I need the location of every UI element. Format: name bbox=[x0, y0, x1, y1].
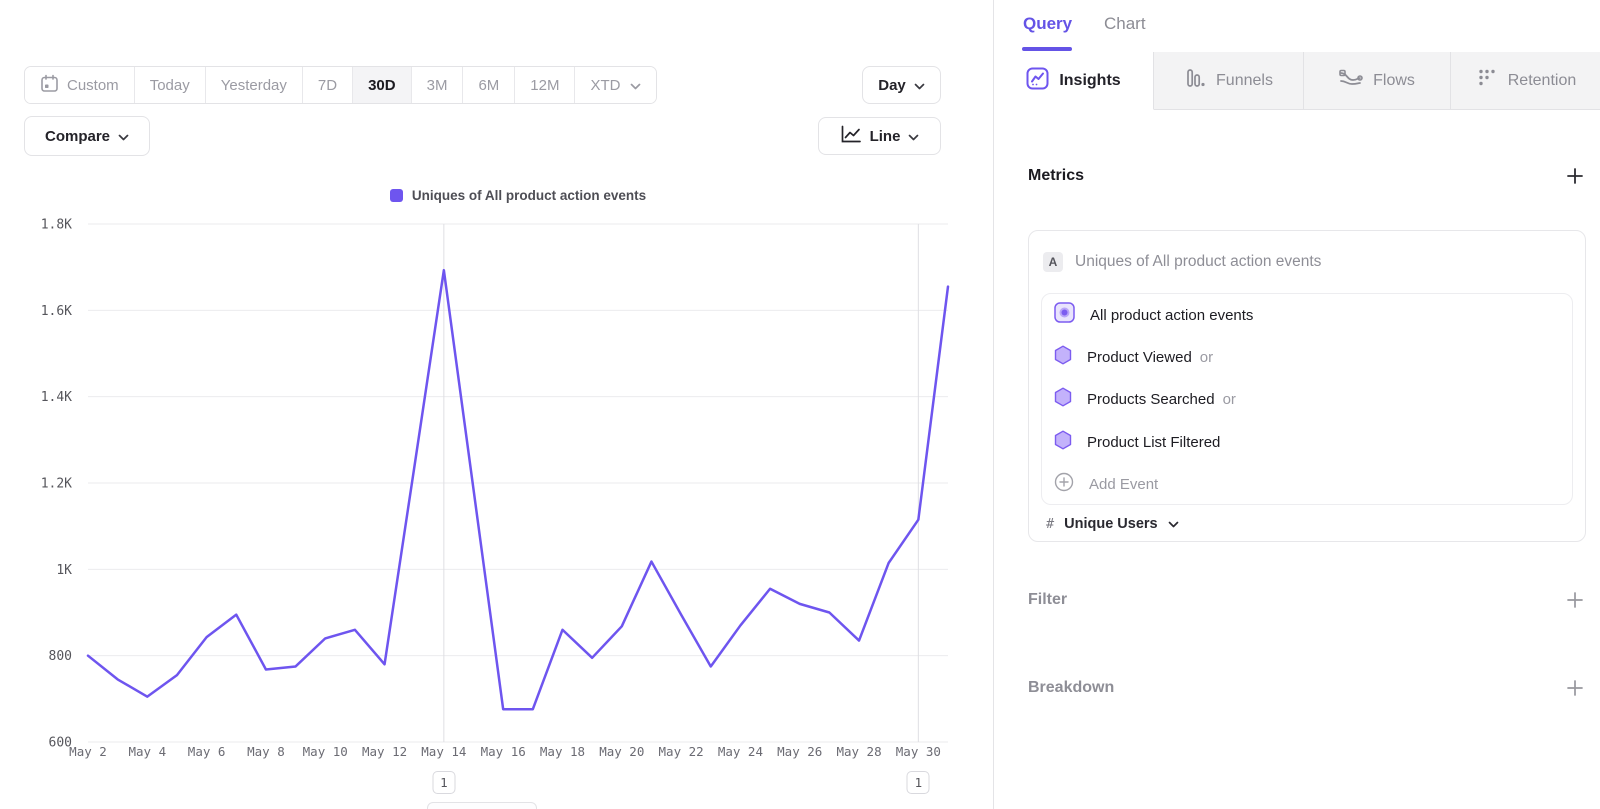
measurement-dropdown[interactable]: # Unique Users bbox=[1029, 505, 1585, 543]
add-event-button[interactable]: Add Event bbox=[1042, 464, 1572, 504]
x-axis-tick: May 16 bbox=[481, 744, 526, 759]
chart-legend: Uniques of All product action events bbox=[88, 188, 948, 203]
event-row-all-product-action-events[interactable]: All product action events bbox=[1042, 294, 1572, 336]
date-range-7d[interactable]: 7D bbox=[302, 67, 354, 103]
x-axis-tick: May 8 bbox=[247, 744, 285, 759]
date-range-6m[interactable]: 6M bbox=[463, 67, 516, 103]
chevron-down-icon bbox=[1168, 515, 1179, 533]
x-axis-tick: May 14 bbox=[421, 744, 466, 759]
tab-flows[interactable]: Flows bbox=[1304, 52, 1451, 109]
metric-series-header[interactable]: A Uniques of All product action events bbox=[1029, 231, 1585, 293]
date-range-3m[interactable]: 3M bbox=[411, 67, 464, 103]
chart-type-dropdown[interactable]: Line bbox=[818, 117, 941, 155]
annotation-popover-partial bbox=[427, 802, 537, 809]
chevron-down-icon bbox=[630, 77, 641, 94]
x-axis-tick: May 30 bbox=[896, 744, 941, 759]
date-range-today[interactable]: Today bbox=[134, 67, 206, 103]
add-filter-button[interactable] bbox=[1564, 589, 1586, 611]
flows-icon bbox=[1339, 68, 1363, 93]
chart-pane: Custom Today Yesterday 7D 30D 3M 6M 12M … bbox=[0, 66, 985, 809]
y-axis-tick: 1.4K bbox=[41, 390, 72, 405]
series-badge: A bbox=[1043, 252, 1063, 272]
legend-swatch bbox=[389, 189, 403, 202]
circled-plus-icon bbox=[1054, 472, 1074, 497]
event-list: All product action events Product Viewed… bbox=[1041, 293, 1573, 505]
active-tab-underline bbox=[1022, 47, 1072, 51]
event-hexagon-icon bbox=[1054, 345, 1072, 370]
query-panel: Query Chart Insights Funnels F bbox=[993, 0, 1600, 809]
series-line bbox=[86, 268, 950, 711]
date-range-30d[interactable]: 30D bbox=[353, 67, 412, 103]
event-group-icon bbox=[1054, 302, 1075, 328]
x-axis-tick: May 28 bbox=[836, 744, 881, 759]
analysis-mode-tabs: Insights Funnels Flows Retention bbox=[994, 52, 1600, 110]
metrics-header: Metrics bbox=[1028, 158, 1586, 194]
x-axis-tick: May 26 bbox=[777, 744, 822, 759]
date-range-yesterday[interactable]: Yesterday bbox=[205, 67, 303, 103]
x-axis-tick: May 24 bbox=[718, 744, 763, 759]
add-metric-button[interactable] bbox=[1564, 165, 1586, 187]
breakdown-section: Breakdown bbox=[1028, 671, 1586, 705]
filter-label: Filter bbox=[1028, 591, 1068, 608]
tab-query[interactable]: Query bbox=[1023, 14, 1073, 33]
y-axis-tick: 600 bbox=[49, 736, 72, 751]
granularity-label: Day bbox=[878, 76, 906, 94]
line-chart-icon bbox=[840, 125, 862, 148]
tab-retention[interactable]: Retention bbox=[1451, 52, 1600, 109]
chevron-down-icon bbox=[118, 128, 129, 145]
or-connector: or bbox=[1222, 391, 1236, 409]
x-axis-tick: May 18 bbox=[540, 744, 585, 759]
date-range-custom[interactable]: Custom bbox=[25, 67, 135, 103]
y-axis-tick: 1.8K bbox=[41, 218, 72, 233]
line-chart-canvas[interactable]: 600 800 1K 1.2K 1.4K 1.6K 1.8K May 2 May 4 May 6 M… bbox=[0, 210, 985, 809]
y-axis-tick: 1.2K bbox=[41, 477, 72, 492]
breakdown-label: Breakdown bbox=[1028, 679, 1115, 696]
date-range-control: Custom Today Yesterday 7D 30D 3M 6M 12M … bbox=[24, 66, 658, 104]
event-row-product-list-filtered[interactable]: Product List Filtered bbox=[1042, 421, 1572, 463]
hash-icon: # bbox=[1046, 516, 1055, 532]
date-range-label: Custom bbox=[67, 76, 119, 94]
series-label: Uniques of All product action events bbox=[1075, 253, 1322, 270]
y-axis-tick: 1K bbox=[56, 563, 72, 578]
tab-funnels[interactable]: Funnels bbox=[1154, 52, 1304, 109]
panel-top-tabs: Query Chart bbox=[994, 0, 1600, 52]
line-chart[interactable]: 600 800 1K 1.2K 1.4K 1.6K 1.8K May 2 May 4 May 6 M… bbox=[0, 210, 985, 809]
chart-type-label: Line bbox=[869, 127, 901, 145]
metric-card: A Uniques of All product action events A… bbox=[1028, 230, 1586, 542]
metrics-title: Metrics bbox=[1028, 167, 1085, 184]
funnels-icon bbox=[1184, 67, 1206, 94]
insights-icon bbox=[1026, 67, 1049, 95]
x-axis-tick: May 20 bbox=[599, 744, 644, 759]
tab-chart[interactable]: Chart bbox=[1104, 14, 1146, 33]
x-axis-tick: May 6 bbox=[188, 744, 226, 759]
event-row-product-viewed[interactable]: Product Viewed or bbox=[1042, 336, 1572, 378]
x-axis-tick: May 22 bbox=[659, 744, 704, 759]
y-axis-tick: 1.6K bbox=[41, 304, 72, 319]
x-axis-tick: May 10 bbox=[303, 744, 348, 759]
add-breakdown-button[interactable] bbox=[1564, 677, 1586, 699]
filter-section: Filter bbox=[1028, 583, 1586, 617]
granularity-dropdown[interactable]: Day bbox=[862, 66, 941, 104]
x-axis-tick: May 2 bbox=[69, 744, 107, 759]
date-range-xtd[interactable]: XTD bbox=[575, 67, 657, 103]
or-connector: or bbox=[1199, 349, 1214, 367]
compare-dropdown[interactable]: Compare bbox=[24, 116, 150, 156]
chevron-down-icon bbox=[908, 128, 919, 145]
tab-insights[interactable]: Insights bbox=[994, 52, 1154, 110]
retention-icon bbox=[1476, 67, 1498, 94]
event-hexagon-icon bbox=[1054, 387, 1072, 412]
x-axis-tick: May 12 bbox=[362, 744, 407, 759]
event-row-products-searched[interactable]: Products Searched or bbox=[1042, 379, 1572, 421]
calendar-icon bbox=[40, 74, 59, 97]
chevron-down-icon bbox=[914, 77, 925, 94]
annotation-marker[interactable]: 1 bbox=[906, 771, 930, 794]
event-hexagon-icon bbox=[1054, 430, 1072, 455]
x-axis-tick: May 4 bbox=[128, 744, 166, 759]
compare-label: Compare bbox=[44, 127, 111, 145]
y-axis-tick: 800 bbox=[49, 649, 72, 664]
legend-label: Uniques of All product action events bbox=[411, 188, 647, 203]
date-range-12m[interactable]: 12M bbox=[515, 67, 576, 103]
annotation-marker[interactable]: 1 bbox=[432, 771, 456, 794]
